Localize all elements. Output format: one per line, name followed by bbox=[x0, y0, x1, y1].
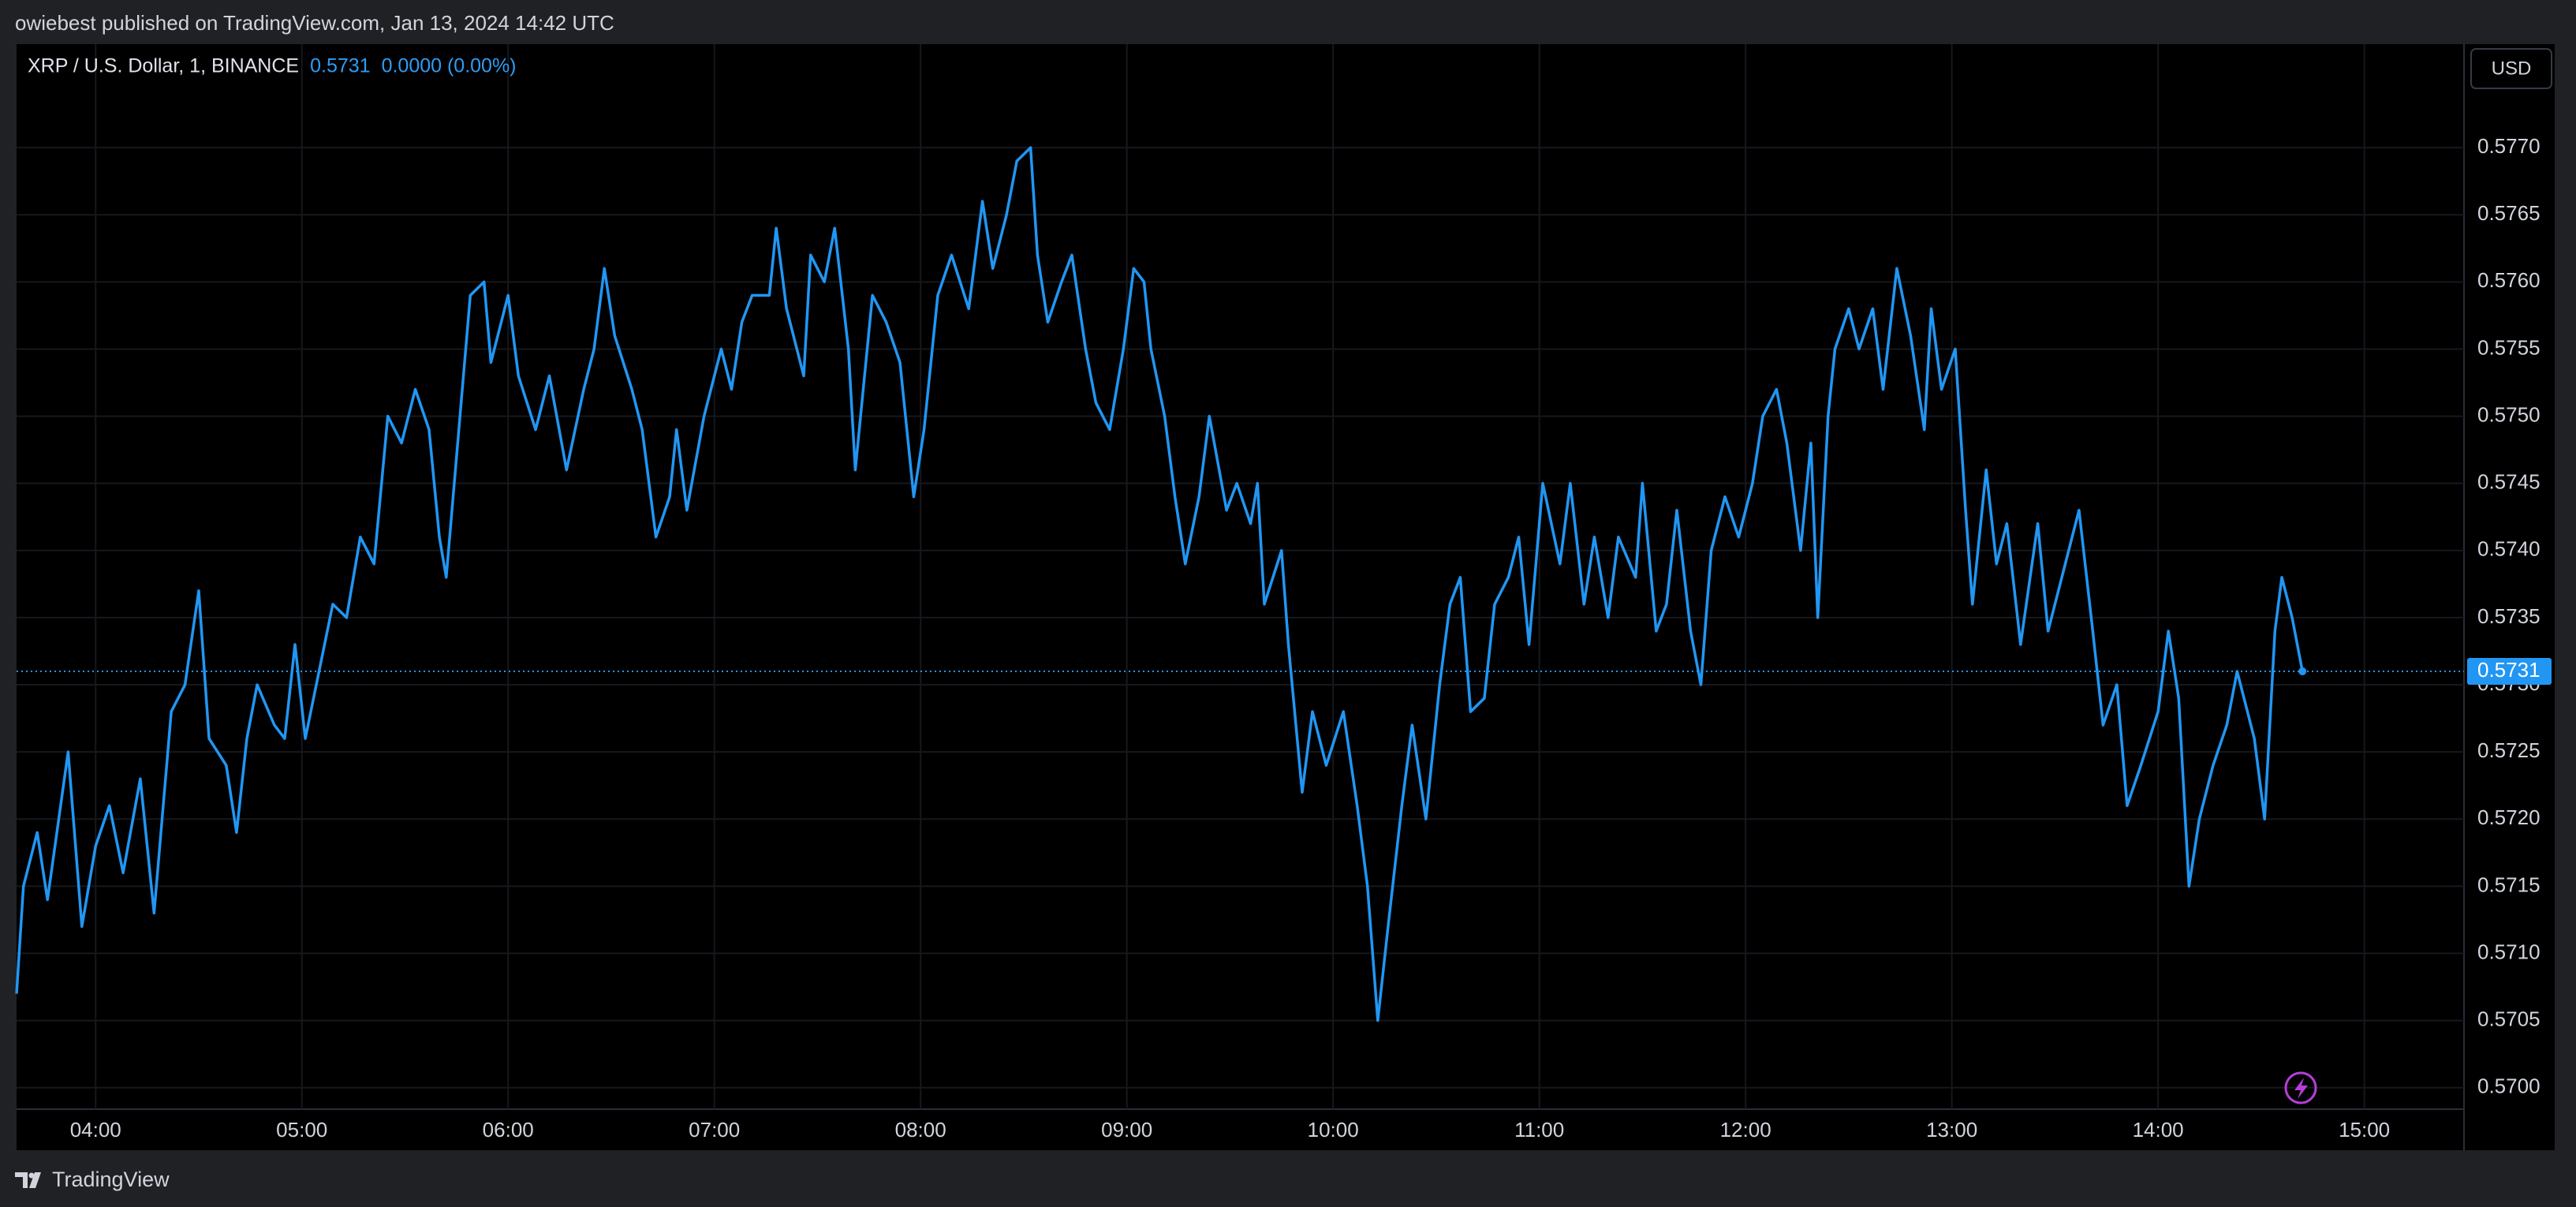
y-tick-label: 0.5735 bbox=[2477, 604, 2541, 628]
published-line: owiebest published on TradingView.com, J… bbox=[15, 11, 614, 35]
last-price-badge bbox=[2467, 658, 2552, 686]
y-tick-label: 0.5755 bbox=[2477, 335, 2541, 359]
y-tick-label: 0.5700 bbox=[2477, 1074, 2541, 1098]
logo-dot bbox=[28, 1172, 35, 1179]
plot bbox=[15, 146, 2464, 1022]
x-tick-label: 10:00 bbox=[1308, 1118, 1359, 1142]
y-tick-label: 0.5705 bbox=[2477, 1007, 2541, 1031]
y-tick-label: 0.5765 bbox=[2477, 201, 2541, 225]
y-tick-label: 0.5740 bbox=[2477, 537, 2541, 561]
lightning-circle[interactable] bbox=[2284, 1071, 2317, 1104]
legend-change: 0.0000 (0.00%) bbox=[382, 55, 517, 77]
x-tick-label: 11:00 bbox=[1514, 1118, 1564, 1142]
x-tick-label: 06:00 bbox=[483, 1118, 534, 1142]
x-tick-label: 05:00 bbox=[276, 1118, 327, 1142]
axes: 0.5700 0.5705 0.5710 0.5715 0.5720 0.5725 0.57… bbox=[70, 134, 2552, 1142]
y-tick-label: 0.5720 bbox=[2477, 805, 2541, 829]
x-tick-label: 12:00 bbox=[1720, 1118, 1771, 1142]
y-tick-label: 0.5770 bbox=[2477, 134, 2541, 158]
y-tick-label: 0.5725 bbox=[2477, 738, 2541, 762]
grid bbox=[17, 44, 2464, 1109]
legend-price: 0.5731 bbox=[310, 55, 370, 77]
y-tick-label: 0.5745 bbox=[2477, 470, 2541, 494]
brand-name: TradingView bbox=[52, 1168, 170, 1191]
logo-t bbox=[15, 1172, 28, 1188]
x-tick-label: 07:00 bbox=[689, 1118, 740, 1142]
x-tick-label: 15:00 bbox=[2339, 1118, 2390, 1142]
lightning-bolt[interactable] bbox=[2294, 1078, 2308, 1099]
y-tick-label: 0.5760 bbox=[2477, 268, 2541, 292]
y-tick-label: 0.5710 bbox=[2477, 940, 2541, 963]
x-tick-label: 14:00 bbox=[2133, 1118, 2184, 1142]
currency-label[interactable]: USD bbox=[2492, 58, 2532, 79]
symbol-title: XRP / U.S. Dollar, 1, BINANCE bbox=[28, 55, 299, 77]
brand-logo bbox=[15, 1172, 41, 1188]
price-line bbox=[15, 146, 2304, 1022]
x-tick-label: 09:00 bbox=[1101, 1118, 1152, 1142]
x-tick-label: 08:00 bbox=[895, 1118, 946, 1142]
y-tick-label: 0.5750 bbox=[2477, 402, 2541, 426]
y-tick-label: 0.5715 bbox=[2477, 873, 2541, 896]
x-tick-label: 04:00 bbox=[70, 1118, 121, 1142]
currency-button[interactable] bbox=[2470, 48, 2552, 89]
lightning-icon[interactable] bbox=[2284, 1071, 2317, 1104]
x-tick-label: 13:00 bbox=[1926, 1118, 1977, 1142]
last-price-label: 0.5731 bbox=[2477, 658, 2541, 682]
logo-v bbox=[29, 1172, 41, 1188]
